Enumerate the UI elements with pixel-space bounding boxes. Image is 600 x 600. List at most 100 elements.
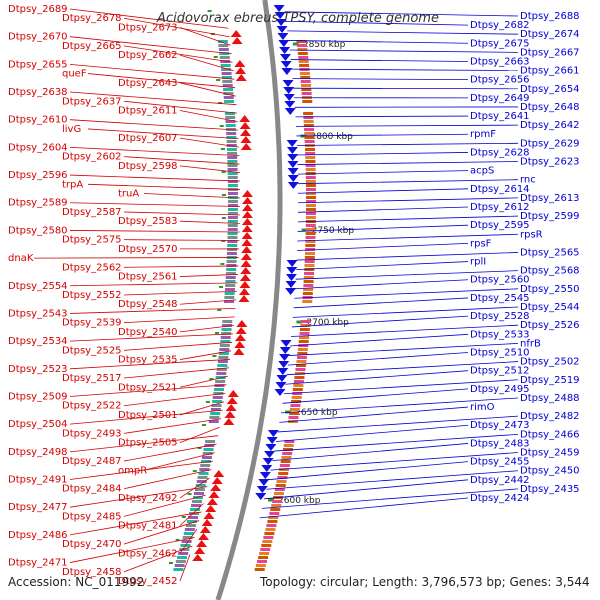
gene-label-left: Dtpsy_2509 [8, 391, 68, 402]
forward-gene-arrow [239, 122, 251, 129]
cog-band-forward [227, 208, 238, 211]
cog-band-forward [196, 480, 207, 483]
cog-band-reverse [279, 464, 290, 467]
cog-band-forward [227, 156, 238, 159]
leader-line-right [285, 370, 469, 385]
cog-band-reverse [305, 180, 316, 183]
cog-band-reverse [295, 368, 306, 371]
gene-label-right: Dtpsy_2502 [520, 357, 580, 368]
tick-dot [218, 102, 223, 104]
gene-label-right: Dtpsy_2628 [470, 147, 530, 158]
gene-label-right: Dtpsy_2528 [470, 311, 530, 322]
leader-line-left [179, 554, 191, 582]
cog-band-forward [213, 392, 224, 395]
reverse-gene-arrow [278, 361, 290, 368]
cog-band-reverse [305, 164, 316, 167]
cog-band-reverse [305, 204, 316, 207]
forward-gene-arrow [239, 274, 251, 281]
leader-line-right [289, 333, 469, 347]
gene-label-right: Dtpsy_2442 [470, 475, 530, 486]
leader-line-left [69, 358, 231, 370]
cog-band-forward [227, 248, 238, 251]
cog-band-forward [175, 560, 186, 563]
reverse-gene-arrow [284, 101, 296, 108]
gene-label-left: Dtpsy_2491 [8, 475, 68, 486]
leader-line-right [297, 224, 469, 232]
cog-band-forward [225, 280, 236, 283]
reverse-gene-arrow [286, 147, 298, 154]
tick-dot [219, 286, 224, 288]
cog-band-forward [227, 180, 238, 183]
reverse-gene-arrow [264, 451, 276, 458]
cog-band-forward [226, 148, 237, 151]
reverse-gene-arrow [276, 375, 288, 382]
cog-band-forward [181, 540, 192, 543]
cog-band-forward [198, 472, 209, 475]
reverse-gene-arrow [280, 61, 292, 68]
leader-line-right [288, 342, 519, 356]
cog-band-forward [221, 332, 232, 335]
cog-band-reverse [262, 540, 273, 543]
leader-line-right [295, 279, 469, 290]
gene-label-left: Dtpsy_2589 [8, 198, 68, 209]
tick-label: 2600 kbp [278, 496, 321, 506]
tick-dot [175, 539, 180, 541]
cog-band-forward [227, 184, 238, 187]
cog-band-forward [174, 564, 185, 567]
leader-line-right [275, 424, 469, 442]
cog-band-reverse [254, 568, 265, 571]
cog-band-reverse [305, 236, 316, 239]
forward-gene-arrow [240, 260, 252, 267]
gene-label-right: Dtpsy_2663 [470, 56, 530, 67]
cog-band-reverse [304, 128, 315, 131]
reverse-gene-arrow [275, 382, 287, 389]
cog-band-reverse [305, 240, 316, 243]
leader-line-left [143, 193, 241, 199]
forward-gene-arrow [197, 533, 209, 540]
leader-line-right [266, 470, 519, 490]
cog-band-forward [224, 100, 235, 103]
cog-band-reverse [261, 544, 272, 547]
cog-band-forward [209, 416, 220, 419]
cog-band-reverse [297, 48, 308, 51]
leader-line-left [179, 324, 234, 333]
leader-line-left [179, 375, 228, 388]
tick-label: 2650 kbp [295, 408, 338, 418]
leader-line-right [284, 11, 519, 17]
cog-band-forward [218, 352, 229, 355]
gene-label-right: Dtpsy_2613 [520, 193, 580, 204]
leader-line-right [295, 270, 519, 280]
forward-gene-arrow [241, 246, 253, 253]
cog-band-forward [219, 56, 230, 59]
leader-line-right [296, 133, 469, 137]
cog-band-reverse [303, 288, 314, 291]
leader-line-left [87, 128, 239, 140]
gene-label-left: dnaK [8, 253, 34, 264]
gene-label-right: Dtpsy_2495 [470, 384, 530, 395]
leader-line-right [287, 352, 469, 366]
cog-band-reverse [288, 416, 299, 419]
cog-band-reverse [305, 196, 316, 199]
reverse-gene-arrow [275, 19, 287, 26]
tick-mark [301, 228, 308, 232]
cog-band-forward [190, 508, 201, 511]
tick-dot [201, 424, 206, 426]
cog-band-reverse [268, 516, 279, 519]
reverse-gene-arrow [276, 26, 288, 33]
gene-label-left: Dtpsy_2523 [8, 364, 68, 375]
cog-band-reverse [302, 100, 313, 103]
cog-band-reverse [305, 248, 316, 251]
cog-band-forward [218, 44, 229, 47]
cog-band-reverse [305, 184, 316, 187]
leader-line-left [179, 137, 239, 148]
gene-label-left: Dtpsy_2505 [118, 438, 178, 449]
cog-band-forward [218, 356, 229, 359]
leader-line-left [179, 165, 240, 173]
forward-gene-arrow [210, 484, 222, 491]
cog-band-reverse [305, 228, 316, 231]
gene-label-right: rplI [470, 257, 486, 268]
gene-label-left: Dtpsy_2562 [62, 262, 122, 273]
cog-band-forward [227, 204, 238, 207]
gene-label-right: Dtpsy_2466 [520, 429, 580, 440]
